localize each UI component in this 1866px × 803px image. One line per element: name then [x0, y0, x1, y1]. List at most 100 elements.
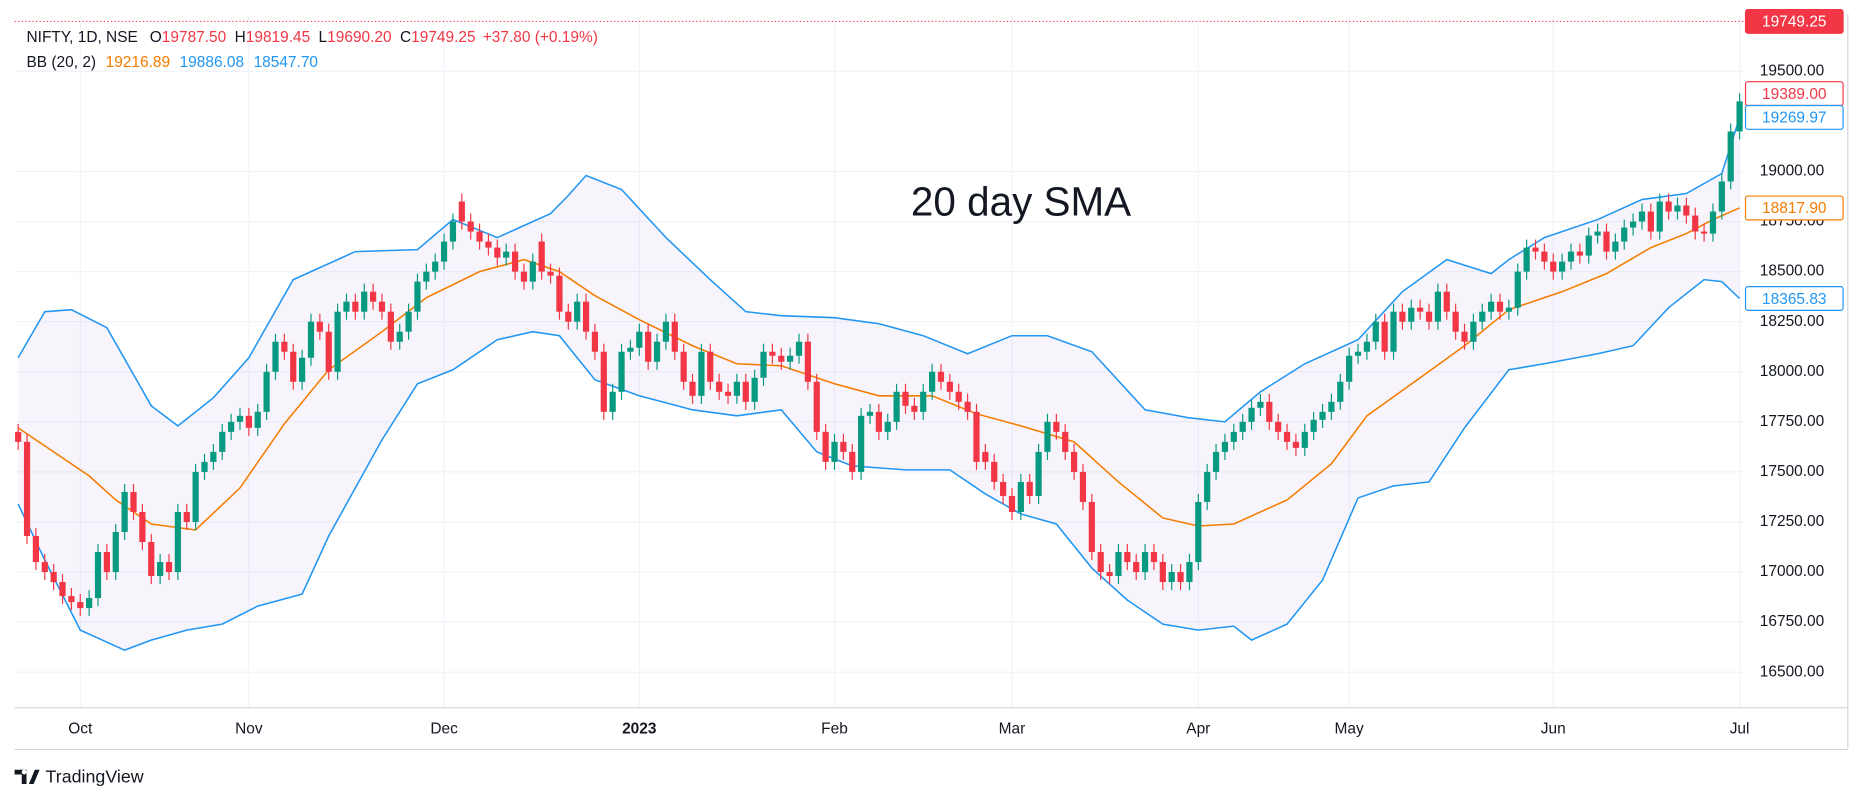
candle-body [1470, 321, 1477, 342]
candle-body [1718, 181, 1725, 212]
candle-body [1621, 227, 1628, 242]
branding-logo [14, 769, 40, 784]
grid-layer [14, 14, 1744, 708]
candle-body [485, 241, 492, 248]
candle-body [1133, 562, 1140, 573]
x-tick-label: Mar [999, 720, 1026, 737]
candle-body [1736, 101, 1743, 132]
candle-body [192, 471, 199, 522]
candle-body [964, 401, 971, 412]
band-line [17, 117, 1741, 427]
candle-body [1692, 215, 1699, 232]
candle-body [751, 377, 758, 402]
candle-body [538, 241, 545, 272]
candle-body [352, 301, 359, 312]
candle-body [1700, 231, 1708, 234]
candle-body [707, 351, 714, 382]
candle-body [1390, 311, 1397, 352]
y-tick-label: 16500.00 [1760, 663, 1824, 680]
candle-body [94, 552, 102, 599]
candle-body [23, 441, 31, 536]
candle-body [511, 251, 519, 272]
candle-body [1106, 572, 1113, 577]
ohlc-label: O [150, 29, 162, 46]
candle-body [716, 381, 723, 392]
candle-body [50, 572, 57, 583]
candle-body [556, 275, 563, 312]
candle-body [1204, 471, 1211, 502]
candle-body [254, 411, 261, 428]
candle-body [130, 491, 137, 512]
candle-body [201, 461, 208, 472]
candle-body [840, 441, 847, 452]
candle-body [920, 391, 927, 412]
candle-body [1372, 321, 1379, 342]
candle-body [1559, 261, 1566, 272]
legend-indicator-line: BB (20, 2) 19216.89 19886.08 18547.70 [27, 54, 319, 71]
x-tick-label: Apr [1186, 720, 1210, 737]
candle-body [662, 321, 670, 342]
candle-body [1576, 251, 1583, 256]
candle-body [831, 441, 838, 462]
y-tick-label: 17250.00 [1760, 513, 1824, 530]
candle-body [1195, 501, 1202, 563]
candle-body [32, 535, 40, 563]
candle-body [1124, 552, 1131, 563]
candle-body [1186, 562, 1193, 583]
candle-body [911, 405, 918, 412]
price-badge-label: 18365.83 [1762, 291, 1826, 308]
candle-body [742, 381, 749, 402]
x-tick-label: Jun [1541, 720, 1566, 737]
candle-body [1550, 261, 1557, 272]
candle-body [467, 221, 474, 232]
candle-body [1266, 401, 1273, 422]
candle-body [760, 351, 767, 378]
candle-body [1159, 562, 1166, 583]
candle-body [414, 281, 421, 312]
candle-body [1683, 205, 1690, 216]
candle-body [973, 411, 980, 462]
ohlc-value: 19749.25 [411, 29, 475, 46]
candle-body [1346, 355, 1353, 382]
candle-body [1221, 441, 1229, 452]
candle-body [1017, 481, 1024, 512]
price-badge-label: 19389.00 [1762, 86, 1826, 103]
candle-body [1656, 201, 1663, 232]
candle-body [1044, 421, 1051, 452]
candle-body [671, 321, 678, 352]
candle-body [1328, 401, 1335, 412]
candle-body [440, 241, 448, 262]
candle-body [574, 301, 581, 322]
candle-body [645, 331, 652, 362]
candle-body [787, 355, 794, 362]
candle-body [866, 411, 874, 416]
x-tick-label: Nov [235, 720, 263, 737]
band-fill [18, 117, 1740, 651]
candle-body [724, 391, 732, 396]
candle-body [600, 351, 607, 412]
symbol: NIFTY, 1D, NSE [27, 29, 138, 46]
y-tick-label: 18500.00 [1760, 263, 1824, 280]
candle-body [937, 371, 945, 382]
candle-body [618, 351, 625, 392]
candle-body [955, 391, 962, 402]
candle-body [1168, 572, 1175, 583]
indicator-label: BB (20, 2) [27, 54, 97, 71]
candle-body [636, 331, 643, 348]
candle-body [1354, 351, 1362, 356]
candle-body [875, 411, 882, 432]
candle-body [1638, 211, 1646, 222]
candle-body [272, 341, 279, 372]
candle-body [1541, 251, 1548, 262]
candle-body [41, 562, 48, 573]
candle-body [1523, 247, 1530, 272]
candle-body [778, 355, 785, 362]
candle-body [112, 531, 119, 573]
candle-body [1212, 451, 1220, 472]
candle-body [1585, 235, 1592, 256]
candle-body [228, 421, 235, 432]
candle-body [698, 351, 705, 396]
candle-body [929, 371, 936, 392]
